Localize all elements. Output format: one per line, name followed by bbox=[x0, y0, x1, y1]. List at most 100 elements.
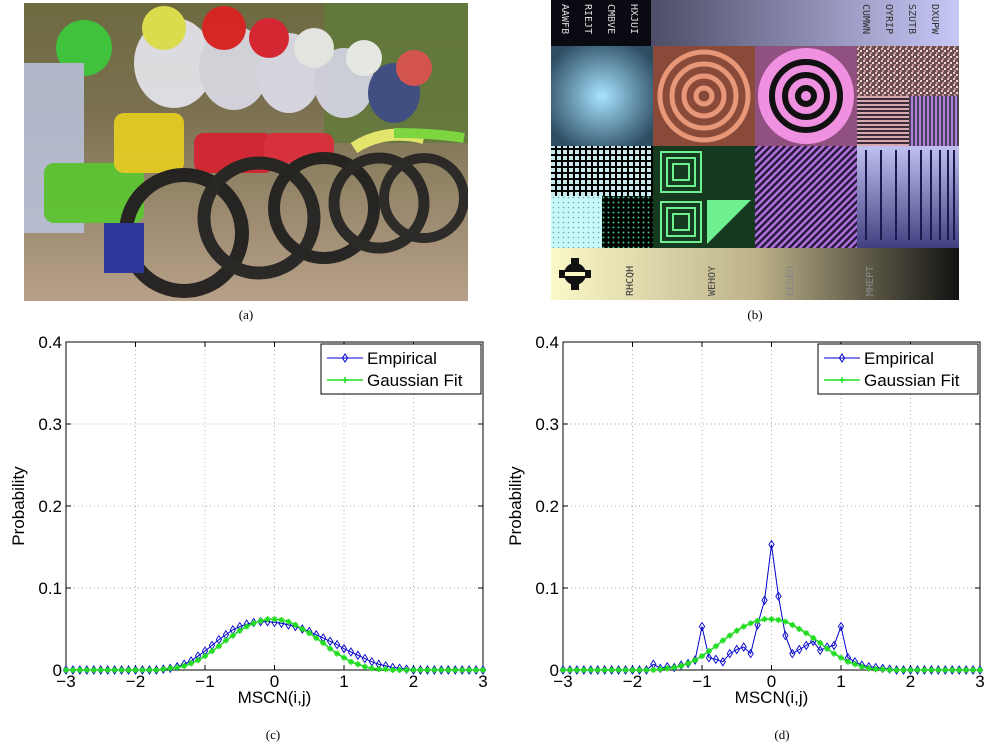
data-point-gaussian bbox=[657, 666, 664, 673]
test-chart-image: AAWFB RIEJT CMBVE HXJUI CUMWN OYRIP SZUT… bbox=[551, 0, 959, 300]
data-point-gaussian bbox=[650, 667, 657, 673]
gear-icon bbox=[559, 258, 591, 290]
data-point-gaussian bbox=[188, 660, 195, 667]
data-point-gaussian bbox=[712, 643, 719, 650]
data-point-gaussian bbox=[921, 667, 928, 673]
data-point-gaussian bbox=[893, 667, 900, 673]
data-point-gaussian bbox=[361, 663, 368, 670]
legend-label-0: Empirical bbox=[864, 349, 934, 368]
test-code-top-0: AAWFB bbox=[559, 4, 570, 34]
data-point-gaussian bbox=[775, 616, 782, 623]
x-tick-label: 3 bbox=[975, 672, 984, 691]
caption-d: (d) bbox=[774, 727, 790, 742]
y-tick-label: 0.1 bbox=[38, 579, 62, 598]
data-point-empirical bbox=[354, 650, 362, 661]
data-point-gaussian bbox=[229, 632, 236, 639]
data-point-gaussian bbox=[747, 620, 754, 627]
data-point-gaussian bbox=[754, 617, 761, 624]
data-point-gaussian bbox=[942, 667, 949, 673]
data-point-gaussian bbox=[473, 667, 480, 673]
data-point-gaussian bbox=[174, 664, 181, 671]
y-tick-label: 0 bbox=[550, 661, 559, 680]
data-point-gaussian bbox=[320, 639, 327, 646]
data-point-gaussian bbox=[222, 637, 229, 644]
data-point-gaussian bbox=[844, 658, 851, 665]
data-point-gaussian bbox=[935, 667, 942, 673]
y-axis-label: Probability bbox=[506, 466, 525, 546]
data-point-gaussian bbox=[699, 653, 705, 660]
data-point-gaussian bbox=[104, 667, 111, 673]
data-point-gaussian bbox=[445, 667, 452, 673]
y-tick-label: 0.3 bbox=[38, 415, 62, 434]
data-point-gaussian bbox=[928, 667, 935, 673]
x-tick-label: 3 bbox=[478, 672, 487, 691]
data-point-empirical bbox=[719, 656, 726, 667]
data-point-gaussian bbox=[810, 635, 817, 642]
test-code-top-1: RIEJT bbox=[582, 4, 593, 34]
data-point-gaussian bbox=[111, 667, 118, 673]
data-point-empirical bbox=[830, 640, 838, 651]
data-point-gaussian bbox=[796, 626, 803, 632]
data-point-empirical bbox=[698, 621, 706, 632]
test-code-right-2: SZUTB bbox=[906, 4, 917, 34]
x-tick-label: 0 bbox=[767, 672, 776, 691]
y-axis-label: Probability bbox=[9, 466, 28, 546]
data-point-empirical bbox=[340, 643, 348, 654]
x-tick-label: 2 bbox=[906, 672, 915, 691]
data-point-gaussian bbox=[615, 667, 622, 673]
data-point-gaussian bbox=[671, 664, 678, 671]
x-tick-label: 0 bbox=[270, 672, 279, 691]
data-point-empirical bbox=[796, 644, 803, 655]
data-point-gaussian bbox=[264, 616, 271, 623]
data-point-empirical bbox=[789, 648, 796, 659]
data-point-empirical bbox=[361, 653, 368, 664]
chart-d: −3 −2 −1 0 1 2 3 0 0.1 0.2 0.3 0.4 MSCN(i,j) Probabil… bbox=[506, 333, 985, 707]
data-point-gaussian bbox=[375, 666, 382, 673]
legend-marker-0 bbox=[341, 353, 349, 363]
data-point-gaussian bbox=[643, 667, 650, 673]
data-point-gaussian bbox=[580, 667, 587, 673]
data-point-gaussian bbox=[900, 667, 907, 673]
photo-motocross-illustration bbox=[24, 3, 469, 301]
caption-b: (b) bbox=[747, 307, 763, 322]
data-point-gaussian bbox=[278, 616, 285, 623]
y-tick-label: 0.2 bbox=[38, 497, 62, 516]
data-point-gaussian bbox=[705, 648, 712, 655]
data-point-empirical bbox=[347, 647, 355, 657]
data-point-gaussian bbox=[271, 616, 278, 623]
y-tick-label: 0.4 bbox=[535, 333, 559, 352]
data-point-gaussian bbox=[608, 667, 615, 673]
test-chart-svg: AAWFB RIEJT CMBVE HXJUI CUMWN OYRIP SZUT… bbox=[551, 0, 959, 300]
data-point-empirical bbox=[333, 639, 341, 650]
caption-c: (c) bbox=[265, 727, 281, 742]
data-point-gaussian bbox=[195, 657, 202, 664]
data-point-gaussian bbox=[636, 667, 643, 673]
data-point-gaussian bbox=[63, 667, 69, 673]
data-point-gaussian bbox=[560, 667, 566, 673]
x-axis-label: MSCN(i,j) bbox=[238, 688, 312, 707]
data-point-gaussian bbox=[879, 666, 886, 673]
data-point-gaussian bbox=[347, 658, 354, 665]
data-point-gaussian bbox=[907, 667, 914, 673]
x-tick-label: −1 bbox=[692, 672, 711, 691]
data-point-gaussian bbox=[601, 667, 608, 673]
data-point-gaussian bbox=[160, 666, 167, 673]
test-code-bottom-0: RHCQH bbox=[625, 266, 636, 296]
test-code-bottom-1: WEHOY bbox=[707, 266, 718, 296]
photo-motocross bbox=[24, 3, 469, 301]
data-point-gaussian bbox=[146, 667, 153, 673]
data-point-empirical bbox=[761, 595, 768, 606]
y-tick-label: 0.1 bbox=[535, 579, 559, 598]
data-point-gaussian bbox=[389, 667, 396, 673]
data-point-gaussian bbox=[824, 645, 831, 652]
data-point-gaussian bbox=[480, 667, 486, 673]
x-tick-label: 1 bbox=[339, 672, 348, 691]
data-point-gaussian bbox=[410, 667, 417, 673]
data-point-gaussian bbox=[139, 667, 146, 673]
data-point-gaussian bbox=[851, 661, 858, 668]
data-point-gaussian bbox=[153, 667, 160, 673]
data-point-empirical bbox=[747, 648, 754, 659]
data-point-empirical bbox=[712, 654, 720, 665]
data-point-gaussian bbox=[466, 667, 473, 673]
test-code-top-2: CMBVE bbox=[605, 4, 616, 34]
